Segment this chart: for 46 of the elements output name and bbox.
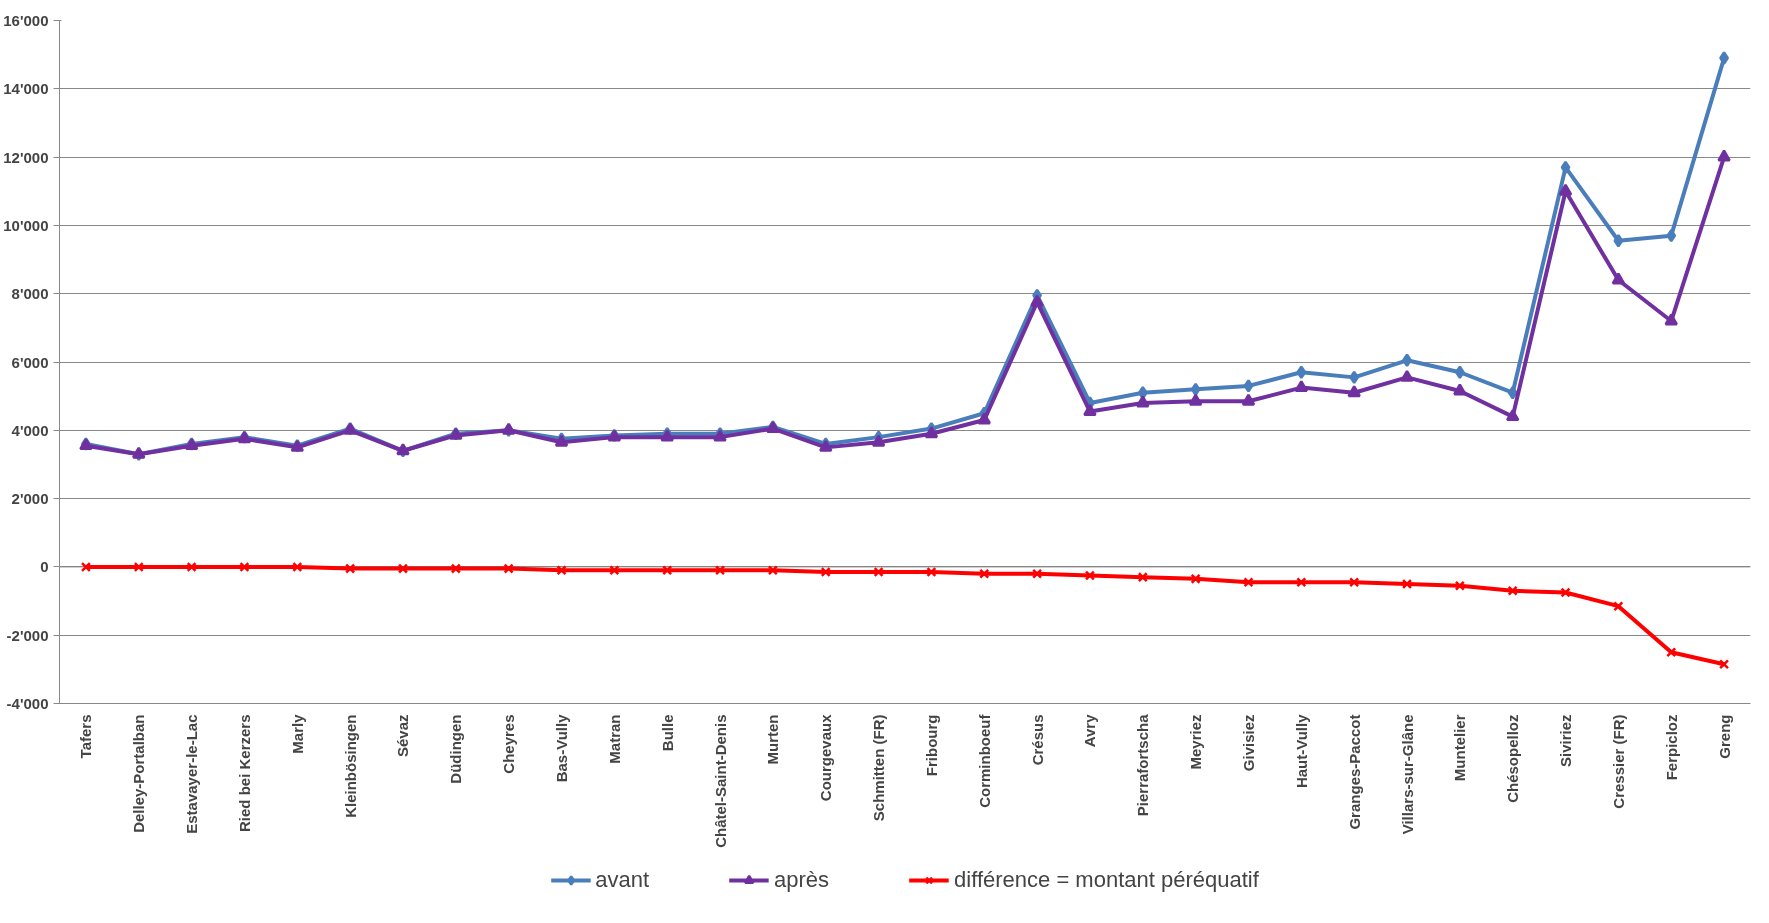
x-tick-label: Avry [1081,713,1099,748]
y-tick-label: 2'000 [11,490,49,508]
x-tick-label: Corminboeuf [975,713,993,808]
y-tick-label: 6'000 [11,353,49,371]
x-tick-label: Tafers [77,714,95,759]
x-tick-label: Cressier (FR) [1609,714,1627,809]
x-tick-label: Meyriez [1187,714,1205,770]
x-tick-label: Marly [288,713,306,754]
x-tick-label: Kleinbösingen [341,714,359,818]
y-tick-label: -2'000 [6,626,49,644]
x-tick-label: Muntelier [1451,714,1469,782]
y-tick-label: 4'000 [11,421,49,439]
x-tick-label: Siviriez [1557,714,1575,768]
y-tick-label: 12'000 [3,148,49,166]
y-tick-label: 10'000 [3,216,49,234]
x-tick-label: Villars-sur-Glâne [1398,714,1416,835]
x-tick-label: Schmitten (FR) [870,714,888,822]
x-tick-label: Pierrafortscha [1134,713,1152,817]
x-tick-label: Fribourg [922,714,940,777]
x-tick-label: Crésus [1028,714,1046,766]
y-tick-label: 16'000 [3,12,49,29]
x-tick-label: Matran [605,714,623,764]
x-tick-label: Düdingen [447,714,465,784]
x-tick-label: Courgevaux [817,713,835,802]
x-tick-label: Haut-Vully [1292,713,1310,789]
y-tick-label: 14'000 [3,80,49,98]
x-tick-label: Greng [1715,714,1733,759]
x-tick-label: Châtel-Saint-Denis [711,714,729,848]
legend-label: après [774,867,830,893]
y-tick-label: 0 [40,558,49,576]
x-tick-label: Cheyres [500,714,518,774]
x-tick-label: Ried bei Kerzers [235,714,253,833]
x-tick-label: Granges-Paccot [1345,714,1363,830]
x-tick-label: Estavayer-le-Lac [183,714,201,834]
x-tick-label: Bas-Vully [553,713,571,783]
x-tick-label: Delley-Portalban [130,714,148,833]
x-tick-label: Bulle [658,714,676,752]
legend-label: différence = montant péréquatif [954,867,1259,893]
y-tick-label: -4'000 [6,695,49,712]
x-tick-label: Sévaz [394,714,412,758]
legend-label: avant [595,867,650,893]
x-tick-label: Chésopelloz [1504,714,1522,803]
y-tick-label: 8'000 [11,285,49,303]
x-tick-label: Ferpicloz [1662,714,1680,781]
x-tick-label: Murten [764,714,782,765]
x-tick-label: Givisiez [1239,714,1257,772]
